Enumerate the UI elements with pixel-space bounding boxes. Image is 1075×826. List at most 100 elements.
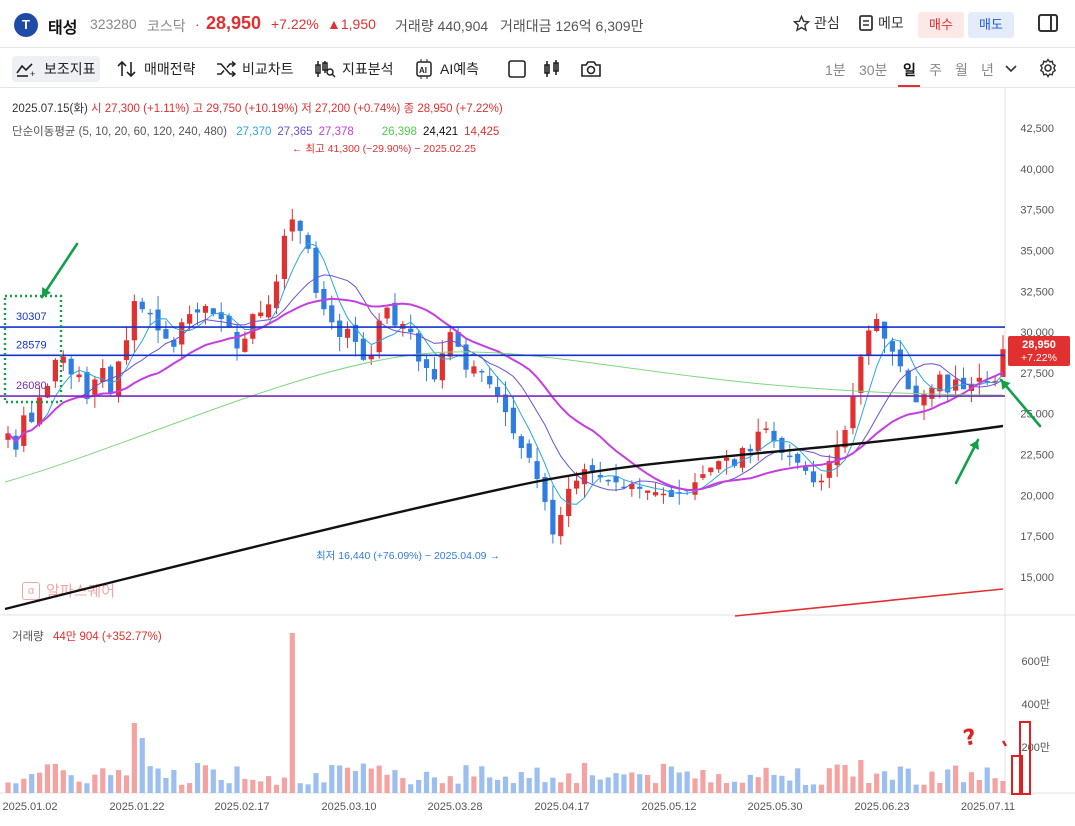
x-tick-label: 2025.01.02 (2, 801, 57, 813)
candle-body (202, 305, 209, 313)
indicators-button[interactable]: + 보조지표 (12, 56, 100, 82)
candle-body (258, 312, 264, 317)
y-tick-label: 40,000 (1020, 164, 1054, 176)
candle-body (763, 428, 769, 430)
candle-body (479, 370, 485, 373)
candle-body (447, 332, 453, 357)
candle-body (431, 369, 438, 380)
chart-type-button[interactable] (538, 56, 566, 82)
volume-bar (708, 782, 714, 793)
volume-bar (250, 779, 256, 793)
candle-body (171, 340, 177, 347)
strategy-button[interactable]: 매매전략 (112, 56, 200, 82)
candle-body (194, 309, 201, 313)
volume-bar (305, 784, 311, 793)
volume-bar (21, 778, 27, 793)
candle-body (787, 455, 793, 458)
candlestick-icon (544, 60, 559, 77)
volume-bar (210, 769, 216, 793)
candle-body (60, 356, 66, 363)
volume-bar (779, 775, 785, 793)
screenshot-button[interactable] (576, 56, 606, 82)
candle-body (850, 395, 856, 429)
candle-body (826, 461, 832, 478)
price-chart[interactable]: 42,50040,00037,50035,00032,50030,00027,5… (0, 88, 1075, 826)
indicator-analysis-label: 지표분석 (342, 61, 394, 77)
volume-bar (234, 766, 240, 793)
level-label: 28579 (16, 339, 47, 351)
period-1min[interactable]: 1분 (825, 62, 846, 78)
memo-button[interactable]: 메모 (858, 13, 904, 33)
ma10-line (7, 274, 1004, 491)
settings-gear-icon[interactable] (1038, 58, 1058, 78)
candle-body (108, 366, 114, 393)
volume-bar (313, 773, 319, 793)
volume-bar (447, 776, 453, 793)
candle-body (68, 358, 74, 375)
volume-bar (945, 769, 951, 793)
volume-bar (992, 778, 998, 793)
y-tick-label: 37,500 (1020, 205, 1054, 217)
volume-bar (645, 774, 651, 793)
candle-body (866, 330, 872, 356)
candle-body (897, 349, 903, 367)
candle-body (692, 482, 698, 495)
candle-body (115, 361, 122, 397)
candle-body (408, 328, 414, 333)
volume-bar (660, 763, 667, 793)
ma-value-1: 27,365 (277, 126, 313, 138)
period-week[interactable]: 주 (929, 62, 942, 78)
indicators-label: 보조지표 (44, 61, 96, 77)
candle-body (273, 281, 280, 309)
candle-body (502, 394, 509, 413)
ai-forecast-button[interactable]: AI AI예측 (410, 56, 483, 82)
period-month[interactable]: 월 (955, 62, 968, 78)
candle-body (802, 466, 809, 471)
candle-body (29, 412, 35, 422)
candle-body (953, 379, 959, 391)
candle-body (226, 315, 232, 328)
volume-bar (258, 781, 264, 793)
volume-bar (439, 783, 445, 793)
volume-bar (297, 783, 303, 793)
candle-body (534, 461, 540, 480)
volume-bar (976, 779, 982, 793)
volume-bar (226, 783, 232, 793)
candle-body (874, 319, 880, 331)
period-day[interactable]: 일 (903, 62, 916, 78)
volume-bar (573, 783, 580, 793)
candle-body (589, 465, 595, 471)
volume-bar (329, 765, 335, 793)
volume-bar (968, 772, 975, 793)
candle-body (76, 374, 82, 378)
period-30min[interactable]: 30분 (859, 62, 888, 78)
volume-bar (913, 784, 919, 793)
volume-bar (810, 784, 817, 793)
volume-bar (423, 771, 430, 793)
indicator-analysis-button[interactable]: 지표분석 (310, 56, 398, 82)
period-year[interactable]: 년 (981, 62, 994, 78)
ma120-line (4, 424, 1004, 611)
side-panel-toggle-icon[interactable] (1038, 14, 1058, 32)
legend-open: 시 27,300 (+1.11%) (91, 103, 190, 115)
candle-body (700, 474, 706, 478)
candle-body (992, 381, 998, 383)
volume-bars-group (5, 633, 1006, 793)
sell-button[interactable]: 매도 (968, 12, 1014, 38)
volume-bar (202, 765, 209, 793)
candle-body (155, 309, 161, 331)
drawing-box-button[interactable] (503, 56, 531, 82)
x-tick-label: 2025.06.23 (854, 801, 909, 813)
compare-button[interactable]: 비교차트 (212, 56, 298, 82)
volume-bar (1000, 781, 1006, 793)
candle-body (960, 377, 967, 390)
buy-button[interactable]: 매수 (918, 12, 964, 38)
chevron-down-icon[interactable] (1005, 64, 1017, 74)
watch-button[interactable]: 관심 (793, 13, 840, 33)
volume-bar (13, 783, 19, 793)
candle-body (147, 312, 153, 315)
candle-body (337, 320, 343, 337)
candle-body (842, 430, 848, 448)
candle-body (921, 394, 927, 406)
volume-bar (858, 760, 864, 793)
